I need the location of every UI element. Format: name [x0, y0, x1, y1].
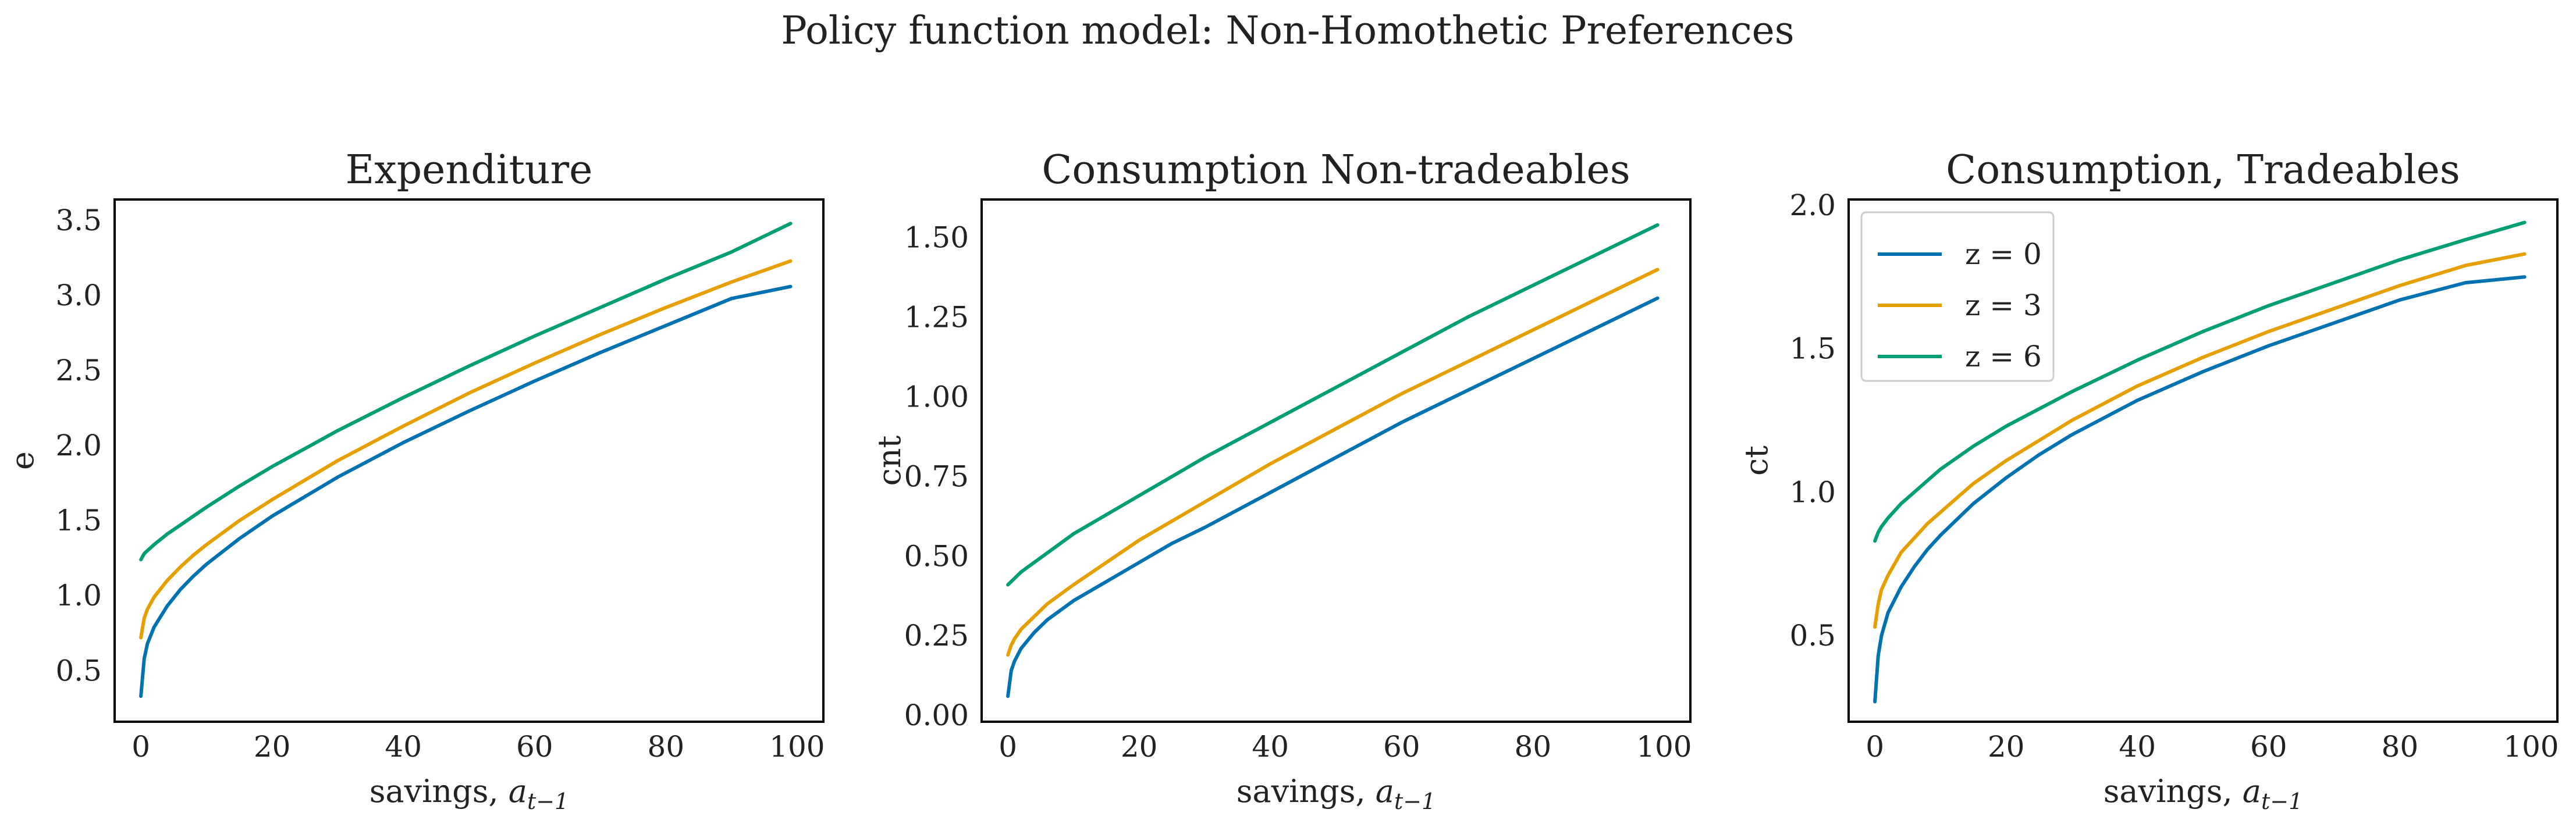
legend-label-z-6: z = 6 [1965, 340, 2042, 373]
x-tick-label-expenditure: 20 [254, 730, 291, 764]
series-line-z-3-expenditure [139, 259, 793, 640]
y-tick-label-expenditure: 3.0 [55, 279, 102, 312]
x-tick-label-consumption-tradeables: 100 [2503, 730, 2559, 764]
plot-frame-consumption-non-tradeables [980, 198, 1692, 723]
x-tick-label-consumption-non-tradeables: 60 [1383, 730, 1420, 764]
series-layer-consumption-non-tradeables [1006, 223, 1660, 698]
plot-frame-expenditure [113, 198, 825, 723]
panel-title-consumption-non-tradeables: Consumption Non-tradeables [1042, 147, 1630, 193]
x-tick-label-expenditure: 100 [769, 730, 825, 764]
x-tick-label-consumption-tradeables: 20 [1988, 730, 2025, 764]
x-tick-label-consumption-non-tradeables: 20 [1121, 730, 1158, 764]
legend-label-z-3: z = 3 [1965, 288, 2042, 322]
y-tick-label-consumption-non-tradeables: 1.50 [904, 221, 969, 255]
series-line-z-6-consumption-non-tradeables [1006, 223, 1660, 587]
y-tick-label-consumption-non-tradeables: 0.75 [904, 459, 969, 493]
series-layer-expenditure [139, 222, 793, 698]
x-tick-label-consumption-tradeables: 60 [2250, 730, 2287, 764]
figure-suptitle: Policy function model: Non-Homothetic Pr… [781, 8, 1794, 53]
series-line-z-3-consumption-non-tradeables [1006, 268, 1660, 657]
y-tick-label-consumption-non-tradeables: 0.00 [904, 698, 969, 732]
panel-consumption-tradeables: Consumption, Tradeables ct savings, at−1… [1738, 147, 2559, 814]
x-axis-label-consumption-tradeables: savings, at−1 [2104, 773, 2303, 814]
y-tick-label-expenditure: 3.5 [55, 204, 102, 237]
ticks-layer-expenditure: 0 20 40 60 80 100 0.5 1.0 1.5 2.0 2.5 3.0 3.5 [55, 204, 825, 764]
x-tick-label-expenditure: 0 [132, 730, 150, 764]
x-axis-label-expenditure: savings, at−1 [369, 773, 569, 814]
y-tick-label-expenditure: 2.5 [55, 354, 102, 387]
x-tick-label-consumption-non-tradeables: 40 [1252, 730, 1289, 764]
y-axis-label-expenditure: e [4, 451, 41, 470]
plot-frame-consumption-tradeables [1847, 198, 2559, 723]
y-tick-label-expenditure: 1.5 [55, 504, 102, 537]
panel-title-expenditure: Expenditure [346, 147, 593, 193]
y-tick-label-consumption-non-tradeables: 1.25 [904, 301, 969, 334]
y-tick-label-expenditure: 0.5 [55, 654, 102, 687]
legend: z = 0 z = 3 z = 6 [1860, 211, 2055, 382]
x-tick-label-expenditure: 80 [648, 730, 685, 764]
y-tick-label-consumption-tradeables: 1.5 [1789, 332, 1836, 366]
panel-consumption-non-tradeables: Consumption Non-tradeables cnt savings, … [871, 147, 1692, 814]
y-tick-label-consumption-tradeables: 2.0 [1789, 188, 1836, 222]
x-tick-label-expenditure: 60 [516, 730, 553, 764]
series-line-z-3-consumption-tradeables [1873, 252, 2527, 629]
panel-expenditure: Expenditure e savings, at−1 0 20 40 60 80 100… [4, 147, 825, 814]
x-tick-label-consumption-non-tradeables: 100 [1636, 730, 1692, 764]
y-tick-label-consumption-tradeables: 1.0 [1789, 475, 1836, 509]
series-line-z-0-expenditure [139, 284, 793, 698]
ticks-layer-consumption-non-tradeables: 0 20 40 60 80 100 0.00 0.25 0.50 0.75 1.00 1.25 1.50 [904, 221, 1692, 764]
series-line-z-0-consumption-tradeables [1873, 275, 2527, 704]
x-tick-label-consumption-non-tradeables: 0 [999, 730, 1017, 764]
y-tick-label-expenditure: 2.0 [55, 429, 102, 462]
y-tick-label-expenditure: 1.0 [55, 579, 102, 612]
y-axis-label-consumption-tradeables: ct [1738, 445, 1775, 476]
x-tick-label-consumption-tradeables: 40 [2119, 730, 2156, 764]
x-tick-label-consumption-tradeables: 80 [2382, 730, 2419, 764]
y-tick-label-consumption-non-tradeables: 0.25 [904, 619, 969, 653]
ticks-layer-consumption-tradeables: 0 20 40 60 80 100 0.5 1.0 1.5 2.0 [1789, 188, 2559, 764]
y-tick-label-consumption-non-tradeables: 0.50 [904, 539, 969, 573]
panel-title-consumption-tradeables: Consumption, Tradeables [1946, 147, 2460, 193]
y-axis-label-consumption-non-tradeables: cnt [871, 435, 908, 486]
series-line-z-0-consumption-non-tradeables [1006, 296, 1660, 698]
y-tick-label-consumption-tradeables: 0.5 [1789, 619, 1836, 653]
x-tick-label-consumption-non-tradeables: 80 [1515, 730, 1552, 764]
x-tick-label-consumption-tradeables: 0 [1866, 730, 1884, 764]
legend-label-z-0: z = 0 [1965, 237, 2042, 271]
x-tick-label-expenditure: 40 [385, 730, 422, 764]
y-tick-label-consumption-non-tradeables: 1.00 [904, 380, 969, 414]
x-axis-label-consumption-non-tradeables: savings, at−1 [1237, 773, 1436, 814]
series-layer-consumption-tradeables [1873, 220, 2527, 704]
series-line-z-6-expenditure [139, 222, 793, 562]
series-line-z-6-consumption-tradeables [1873, 220, 2527, 543]
